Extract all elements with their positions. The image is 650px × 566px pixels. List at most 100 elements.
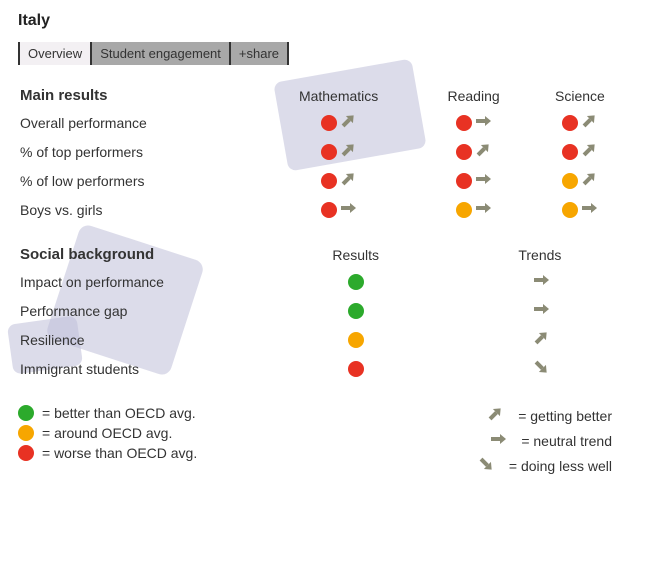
legend-item: = getting better — [355, 405, 632, 426]
status-dot-red — [321, 115, 337, 131]
social-background-table: Social backgroundResultsTrends Impact on … — [18, 242, 632, 383]
status-dot-red — [562, 115, 578, 131]
status-dot-red — [321, 202, 337, 218]
legend-text: = better than OECD avg. — [42, 405, 196, 421]
status-dot-red — [321, 144, 337, 160]
legend-item: = worse than OECD avg. — [18, 445, 295, 461]
trend-arrow-down — [532, 358, 550, 379]
trend-arrow-neutral — [339, 199, 357, 220]
row-label: Overall performance — [18, 108, 258, 137]
tab-2[interactable]: +share — [231, 42, 289, 65]
legend-item: = doing less well — [355, 455, 632, 476]
legend-text: = worse than OECD avg. — [42, 445, 197, 461]
column-header: Mathematics — [258, 83, 419, 108]
status-dot-red — [456, 115, 472, 131]
row-label: Resilience — [18, 325, 264, 354]
table-row: % of top performers — [18, 137, 632, 166]
trend-arrow-neutral — [474, 199, 492, 220]
result-cell — [264, 296, 448, 325]
tab-0[interactable]: Overview — [20, 42, 92, 65]
status-dot-orange — [456, 202, 472, 218]
status-dot-green — [348, 274, 364, 290]
status-dot-red — [321, 173, 337, 189]
legend-text: = around OECD avg. — [42, 425, 172, 441]
table-row: % of low performers — [18, 166, 632, 195]
table-row: Impact on performance — [18, 267, 632, 296]
trend-arrow-up — [580, 141, 598, 162]
result-cell — [528, 137, 632, 166]
result-cell — [419, 137, 528, 166]
trend-arrow-up — [486, 405, 504, 426]
trend-arrow-neutral — [474, 170, 492, 191]
trend-arrow-neutral — [532, 271, 550, 292]
result-cell — [528, 195, 632, 224]
legend-text: = getting better — [518, 408, 612, 424]
trend-arrow-up — [580, 170, 598, 191]
status-dot-green — [348, 303, 364, 319]
row-label: % of low performers — [18, 166, 258, 195]
social-heading: Social background — [18, 242, 264, 267]
trend-arrow-down — [477, 455, 495, 476]
column-header: Trends — [448, 242, 632, 267]
status-dot-green — [18, 405, 34, 421]
status-dot-orange — [562, 173, 578, 189]
result-cell — [419, 108, 528, 137]
main-results-table: Main resultsMathematicsReadingScience Ove… — [18, 83, 632, 224]
legend: = better than OECD avg. = around OECD avg… — [18, 401, 632, 480]
page-title: Italy — [18, 12, 632, 30]
trend-cell — [448, 354, 632, 383]
trend-arrow-neutral — [489, 430, 507, 451]
status-dot-red — [18, 445, 34, 461]
trend-cell — [448, 267, 632, 296]
table-row: Performance gap — [18, 296, 632, 325]
result-cell — [528, 108, 632, 137]
trend-cell — [448, 296, 632, 325]
status-dot-orange — [18, 425, 34, 441]
status-dot-red — [562, 144, 578, 160]
result-cell — [258, 137, 419, 166]
column-header: Results — [264, 242, 448, 267]
column-header: Reading — [419, 83, 528, 108]
result-cell — [258, 108, 419, 137]
table-row: Overall performance — [18, 108, 632, 137]
result-cell — [264, 325, 448, 354]
trend-arrow-neutral — [474, 112, 492, 133]
status-dot-red — [348, 361, 364, 377]
result-cell — [419, 166, 528, 195]
table-row: Boys vs. girls — [18, 195, 632, 224]
legend-text: = doing less well — [509, 458, 612, 474]
trend-arrow-up — [339, 170, 357, 191]
row-label: Immigrant students — [18, 354, 264, 383]
trend-arrow-up — [474, 141, 492, 162]
result-cell — [419, 195, 528, 224]
legend-item: = around OECD avg. — [18, 425, 295, 441]
status-dot-red — [456, 173, 472, 189]
status-dot-orange — [562, 202, 578, 218]
trend-arrow-neutral — [532, 300, 550, 321]
legend-item: = better than OECD avg. — [18, 405, 295, 421]
trend-arrow-up — [532, 329, 550, 350]
row-label: Impact on performance — [18, 267, 264, 296]
tabs: OverviewStudent engagement+share — [18, 42, 289, 65]
row-label: Boys vs. girls — [18, 195, 258, 224]
status-dot-red — [456, 144, 472, 160]
result-cell — [264, 354, 448, 383]
trend-cell — [448, 325, 632, 354]
trend-arrow-up — [339, 112, 357, 133]
table-row: Immigrant students — [18, 354, 632, 383]
row-label: Performance gap — [18, 296, 264, 325]
status-dot-orange — [348, 332, 364, 348]
column-header: Science — [528, 83, 632, 108]
tab-1[interactable]: Student engagement — [92, 42, 231, 65]
trend-arrow-up — [580, 112, 598, 133]
main-results-heading: Main results — [18, 83, 258, 108]
table-row: Resilience — [18, 325, 632, 354]
result-cell — [528, 166, 632, 195]
trend-arrow-neutral — [580, 199, 598, 220]
result-cell — [258, 166, 419, 195]
result-cell — [258, 195, 419, 224]
row-label: % of top performers — [18, 137, 258, 166]
result-cell — [264, 267, 448, 296]
legend-text: = neutral trend — [521, 433, 612, 449]
trend-arrow-up — [339, 141, 357, 162]
